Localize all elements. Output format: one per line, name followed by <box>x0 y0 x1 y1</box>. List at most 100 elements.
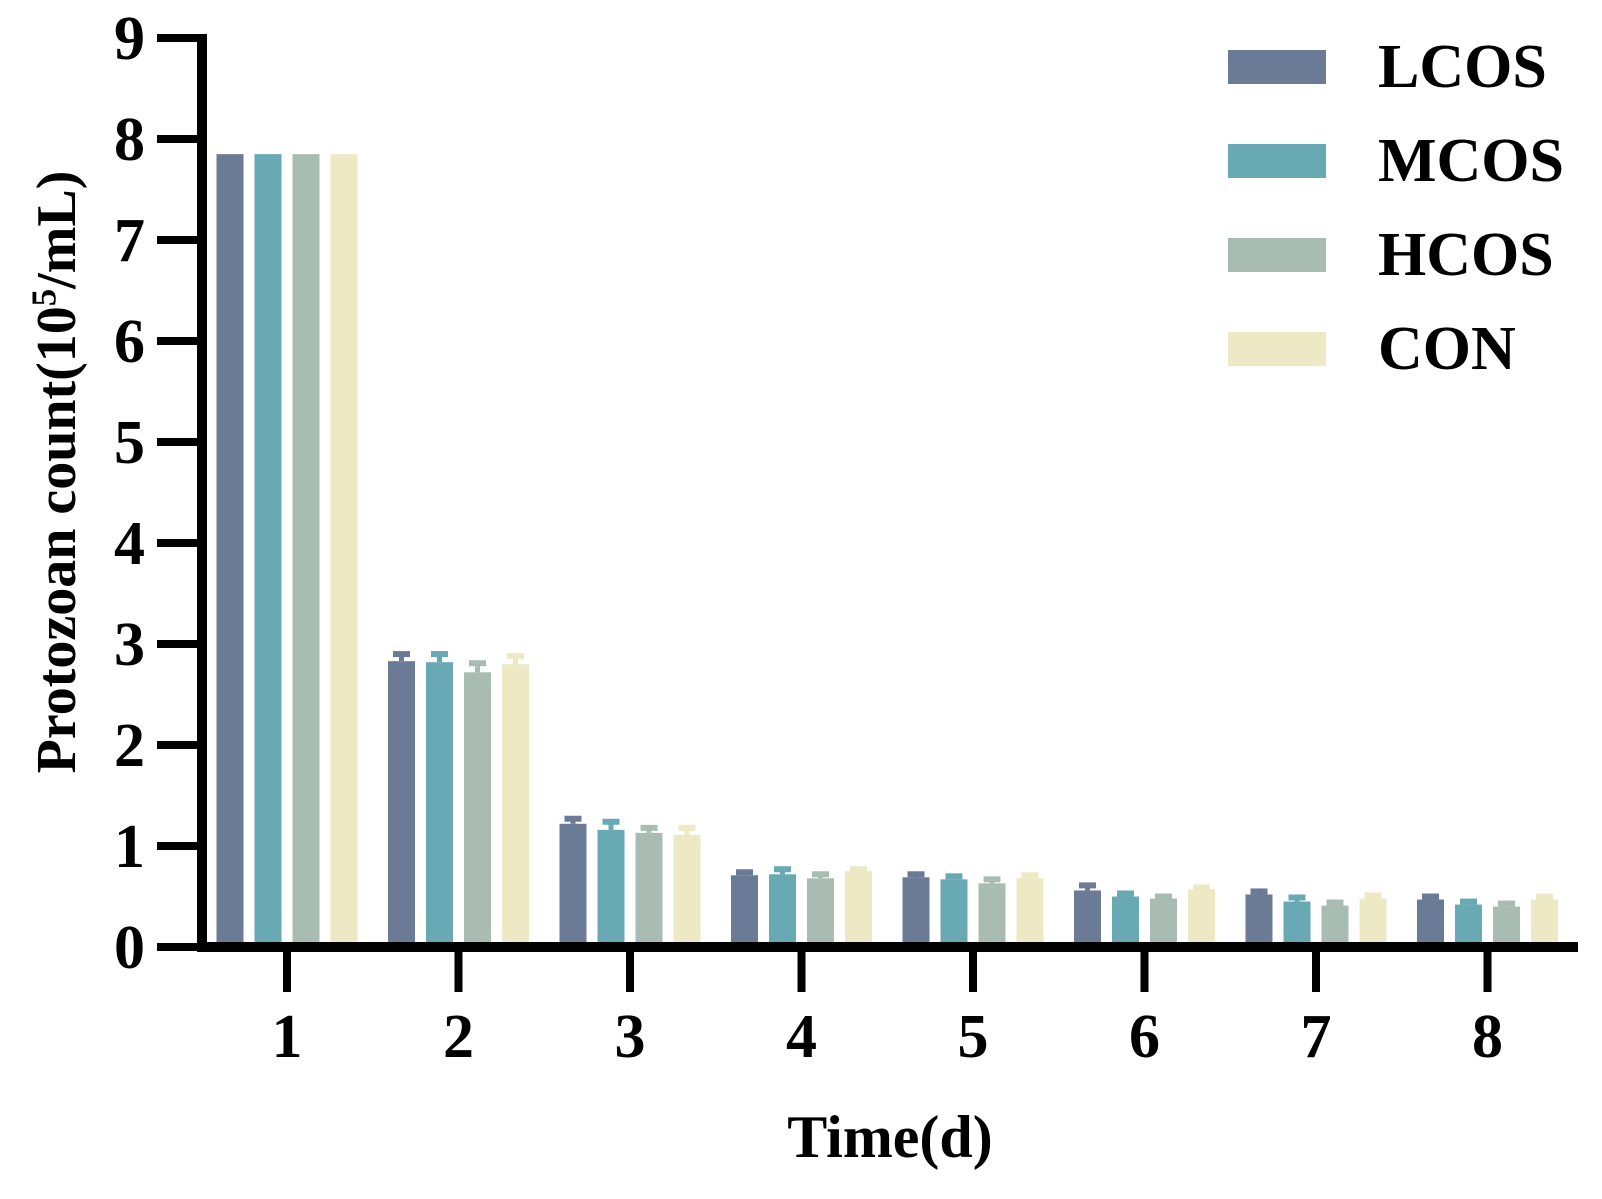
bar-LCOS-day6 <box>1074 890 1101 947</box>
y-tick-8 <box>157 135 197 143</box>
error-cap-HCOS-day6 <box>1155 893 1172 900</box>
error-cap-MCOS-day4 <box>774 866 791 873</box>
x-tick-1 <box>283 952 291 992</box>
bar-LCOS-day1 <box>216 154 244 947</box>
bar-HCOS-day7 <box>1321 905 1349 947</box>
legend-swatch-CON <box>1228 332 1326 366</box>
bar-CON-day1 <box>330 154 358 947</box>
bar-CON-day3 <box>673 834 701 947</box>
bar-MCOS-day6 <box>1112 896 1139 947</box>
bar-HCOS-day6 <box>1150 898 1177 947</box>
x-tick-label-7: 7 <box>1301 1003 1332 1071</box>
y-tick-7 <box>157 236 197 244</box>
x-tick-label-4: 4 <box>786 1003 817 1071</box>
y-tick-label-1: 1 <box>114 813 145 881</box>
x-tick-label-3: 3 <box>615 1003 646 1071</box>
legend-label-MCOS: MCOS <box>1378 126 1564 195</box>
error-cap-CON-day5 <box>1021 872 1039 879</box>
legend-label-LCOS: LCOS <box>1378 32 1547 101</box>
bar-CON-day2 <box>502 664 529 947</box>
error-cap-LCOS-day8 <box>1422 893 1439 900</box>
y-tick-label-2: 2 <box>114 712 145 780</box>
y-axis-line <box>197 34 207 952</box>
y-tick-9 <box>157 34 197 42</box>
error-cap-HCOS-day4 <box>812 871 829 878</box>
error-cap-LCOS-day6 <box>1079 882 1096 889</box>
legend-label-HCOS: HCOS <box>1378 220 1554 289</box>
y-tick-4 <box>157 539 197 547</box>
error-cap-LCOS-day4 <box>736 869 753 876</box>
bar-HCOS-day1 <box>292 154 320 947</box>
x-axis-line <box>197 942 1578 952</box>
x-tick-label-1: 1 <box>272 1003 303 1071</box>
x-tick-8 <box>1483 952 1492 992</box>
bar-CON-day7 <box>1359 898 1387 947</box>
bar-MCOS-day3 <box>597 829 625 947</box>
y-tick-label-8: 8 <box>114 106 145 174</box>
x-axis-title: Time(d) <box>787 1104 993 1170</box>
bar-HCOS-day2 <box>464 672 491 947</box>
bar-MCOS-day2 <box>426 662 453 947</box>
y-tick-label-9: 9 <box>114 5 145 73</box>
error-cap-LCOS-day5 <box>907 871 925 878</box>
error-cap-CON-day8 <box>1536 893 1553 900</box>
y-tick-2 <box>157 741 197 749</box>
bar-LCOS-day5 <box>902 877 930 947</box>
bar-LCOS-day8 <box>1417 899 1444 947</box>
error-cap-MCOS-day3 <box>602 818 620 825</box>
error-cap-CON-day4 <box>850 866 867 873</box>
y-tick-3 <box>157 640 197 648</box>
y-axis-title-suffix: /mL) <box>26 170 88 289</box>
error-cap-HCOS-day3 <box>640 824 658 831</box>
bar-HCOS-day4 <box>807 878 834 947</box>
bar-LCOS-day4 <box>731 875 758 947</box>
y-tick-5 <box>157 438 197 446</box>
x-tick-7 <box>1312 952 1320 992</box>
legend-swatch-MCOS <box>1228 144 1326 178</box>
y-tick-label-7: 7 <box>114 207 145 275</box>
x-tick-label-5: 5 <box>958 1003 989 1071</box>
y-tick-label-3: 3 <box>114 611 145 679</box>
y-tick-label-5: 5 <box>114 409 145 477</box>
bar-MCOS-day5 <box>940 879 968 947</box>
x-tick-5 <box>969 952 977 992</box>
x-tick-4 <box>797 952 806 992</box>
bar-CON-day8 <box>1531 899 1558 947</box>
error-cap-MCOS-day2 <box>431 651 448 658</box>
legend-item-CON: CON <box>1228 302 1564 396</box>
error-cap-CON-day3 <box>678 824 696 831</box>
legend-swatch-HCOS <box>1228 238 1326 272</box>
error-cap-HCOS-day5 <box>983 876 1001 883</box>
error-cap-MCOS-day6 <box>1117 890 1134 897</box>
bar-MCOS-day1 <box>254 154 282 947</box>
error-cap-LCOS-day7 <box>1250 888 1268 895</box>
error-cap-HCOS-day8 <box>1498 900 1515 907</box>
x-tick-label-6: 6 <box>1129 1003 1160 1071</box>
legend-label-CON: CON <box>1378 314 1516 383</box>
error-stem-MCOS-day2 <box>437 654 442 663</box>
error-stem-MCOS-day3 <box>608 821 614 830</box>
error-cap-LCOS-day3 <box>564 815 582 822</box>
error-stem-LCOS-day2 <box>399 654 404 662</box>
error-stem-CON-day3 <box>684 827 690 835</box>
x-tick-3 <box>626 952 634 992</box>
y-tick-1 <box>157 842 197 850</box>
y-tick-6 <box>157 337 197 345</box>
error-cap-MCOS-day8 <box>1460 898 1477 905</box>
bar-MCOS-day8 <box>1455 904 1482 947</box>
bar-HCOS-day3 <box>635 832 663 947</box>
error-stem-CON-day2 <box>513 656 518 665</box>
error-stem-HCOS-day2 <box>475 663 480 673</box>
y-tick-label-0: 0 <box>114 914 145 982</box>
error-cap-MCOS-day5 <box>945 873 963 880</box>
bar-CON-day4 <box>845 871 872 947</box>
error-cap-CON-day2 <box>507 653 524 660</box>
bar-HCOS-day5 <box>978 883 1006 947</box>
x-tick-2 <box>454 952 463 992</box>
error-cap-LCOS-day2 <box>393 651 410 658</box>
error-cap-HCOS-day2 <box>469 660 486 667</box>
bar-HCOS-day8 <box>1493 906 1520 947</box>
y-tick-label-6: 6 <box>114 308 145 376</box>
